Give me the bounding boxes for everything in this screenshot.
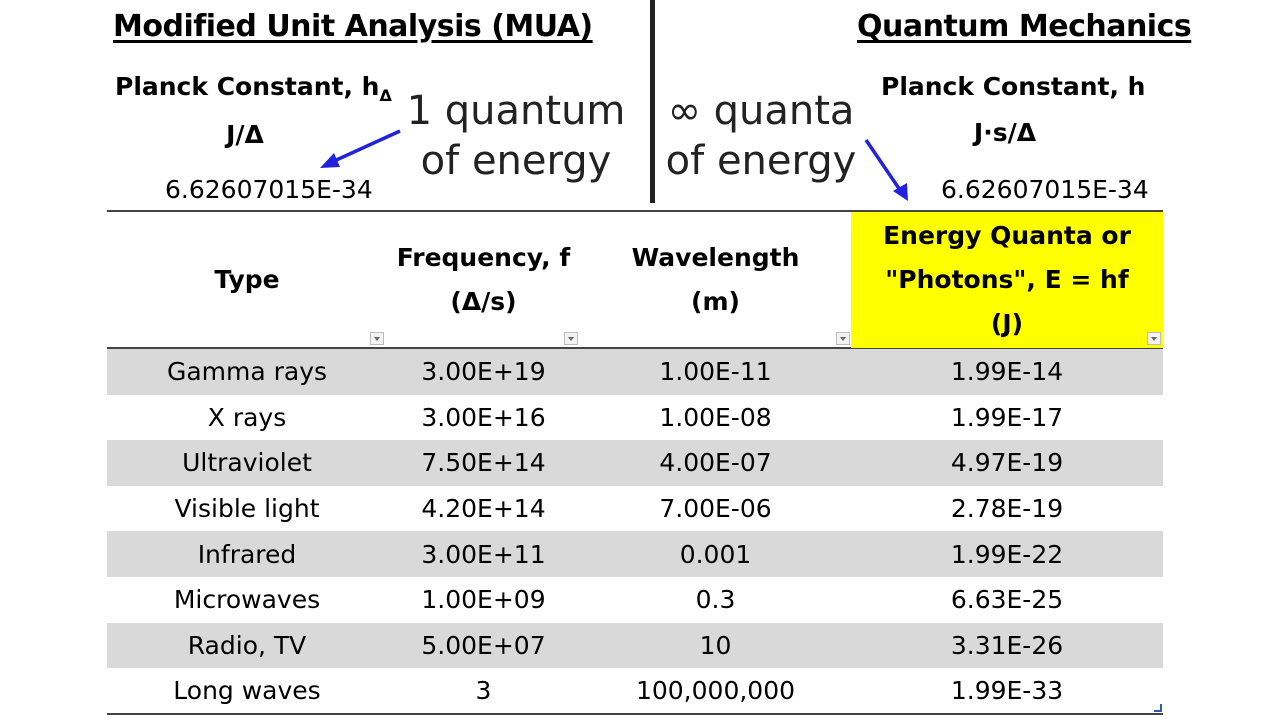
table-row: Long waves 3 100,000,000 1.99E-33 — [107, 668, 1163, 714]
qm-heading: Quantum Mechanics — [857, 9, 1192, 44]
table-row: Gamma rays 3.00E+19 1.00E-11 1.99E-14 — [107, 349, 1163, 395]
cell-type: Ultraviolet — [107, 440, 387, 486]
callout-infinite-quanta-line2: of energy — [665, 138, 857, 184]
cell-wavelength: 0.3 — [695, 585, 736, 615]
cell-type: Infrared — [107, 531, 387, 577]
cell-wavelength: 100,000,000 — [635, 676, 796, 706]
cell-type: Radio, TV — [107, 622, 387, 669]
qm-unit: J·s/Δ — [973, 118, 1037, 147]
cell-frequency: 7.50E+14 — [387, 440, 580, 486]
cell-energy: 1.99E-22 — [851, 531, 1163, 577]
callout-one-quantum-line2: of energy — [420, 138, 612, 184]
table-row: Microwaves 1.00E+09 0.3 6.63E-25 — [107, 577, 1163, 623]
cell-wavelength: 7.00E-06 — [659, 494, 772, 524]
filter-dropdown-wavelength[interactable] — [836, 332, 850, 345]
filter-dropdown-type[interactable] — [370, 332, 384, 345]
cell-frequency: 3.00E+16 — [421, 402, 546, 432]
cell-energy: 1.99E-33 — [950, 676, 1064, 706]
cell-frequency: 3.00E+11 — [387, 531, 580, 577]
cell-frequency: 5.00E+07 — [387, 622, 580, 669]
spectrum-table: Gamma rays 3.00E+19 1.00E-11 1.99E-14 X … — [107, 349, 1163, 714]
table-row: Infrared 3.00E+11 0.001 1.99E-22 — [107, 531, 1163, 577]
cell-energy: 1.99E-14 — [851, 349, 1163, 395]
table-bottom-rule — [107, 713, 1163, 715]
callout-one-quantum: 1 quantum of energy — [400, 86, 632, 186]
arrow-to-mua-value — [320, 129, 401, 168]
callout-infinite-quanta: ∞ quanta of energy — [664, 86, 858, 186]
cell-energy: 3.31E-26 — [851, 622, 1163, 669]
mua-heading: Modified Unit Analysis (MUA) — [113, 9, 593, 44]
cell-wavelength: 1.00E-08 — [659, 402, 772, 432]
header-energy: Energy Quanta or "Photons", E = hf (J) — [851, 212, 1163, 348]
callout-one-quantum-line1: 1 quantum — [406, 88, 626, 134]
filter-dropdown-energy[interactable] — [1147, 332, 1161, 345]
mua-constant-subscript: Δ — [379, 86, 392, 105]
filter-dropdown-frequency[interactable] — [564, 332, 578, 345]
table-row: X rays 3.00E+16 1.00E-08 1.99E-17 — [107, 395, 1163, 441]
table-resize-handle[interactable] — [1154, 704, 1162, 712]
header-energy-line1: Energy Quanta or — [883, 221, 1131, 250]
mua-constant-value: 6.62607015E-34 — [165, 175, 373, 204]
table-header-rule — [107, 347, 1163, 349]
cell-wavelength: 10 — [580, 622, 851, 669]
cell-wavelength: 1.00E-11 — [580, 349, 851, 395]
cell-wavelength: 0.001 — [580, 531, 851, 577]
header-type-line1: Type — [214, 265, 280, 294]
header-frequency-line1: Frequency, f — [396, 243, 571, 272]
section-divider — [650, 0, 655, 203]
cell-wavelength: 4.00E-07 — [580, 440, 851, 486]
table-row: Ultraviolet 7.50E+14 4.00E-07 4.97E-19 — [107, 440, 1163, 486]
callout-infinite-quanta-line1: ∞ quanta — [667, 88, 855, 134]
mua-unit: J/Δ — [226, 120, 264, 149]
header-frequency: Frequency, f (Δ/s) — [387, 212, 580, 348]
header-wavelength-line1: Wavelength — [631, 243, 800, 272]
cell-energy: 4.97E-19 — [851, 440, 1163, 486]
cell-type: Microwaves — [173, 585, 321, 615]
cell-frequency: 3.00E+19 — [387, 349, 580, 395]
cell-frequency: 4.20E+14 — [421, 494, 546, 524]
cell-type: Visible light — [174, 494, 320, 524]
cell-frequency: 3 — [475, 676, 492, 706]
cell-type: X rays — [207, 402, 287, 432]
cell-energy: 1.99E-17 — [950, 402, 1064, 432]
cell-type: Long waves — [173, 676, 321, 706]
table-row: Radio, TV 5.00E+07 10 3.31E-26 — [107, 622, 1163, 669]
header-wavelength-line2: (m) — [691, 287, 740, 316]
cell-type: Gamma rays — [107, 349, 387, 395]
table-row: Visible light 4.20E+14 7.00E-06 2.78E-19 — [107, 486, 1163, 532]
qm-constant-value: 6.62607015E-34 — [941, 175, 1149, 204]
cell-energy: 6.63E-25 — [950, 585, 1064, 615]
qm-constant-label: Planck Constant, h — [881, 72, 1146, 101]
cell-frequency: 1.00E+09 — [421, 585, 546, 615]
header-energy-line3: (J) — [990, 309, 1024, 338]
header-type: Type — [107, 212, 387, 348]
arrow-to-qm-value — [864, 139, 908, 201]
mua-constant-label: Planck Constant, hΔ — [115, 72, 392, 105]
header-energy-line2: "Photons", E = hf — [885, 265, 1129, 294]
header-wavelength: Wavelength (m) — [580, 212, 851, 348]
table-top-rule — [107, 210, 1163, 212]
header-frequency-line2: (Δ/s) — [450, 287, 517, 316]
cell-energy: 2.78E-19 — [950, 494, 1064, 524]
